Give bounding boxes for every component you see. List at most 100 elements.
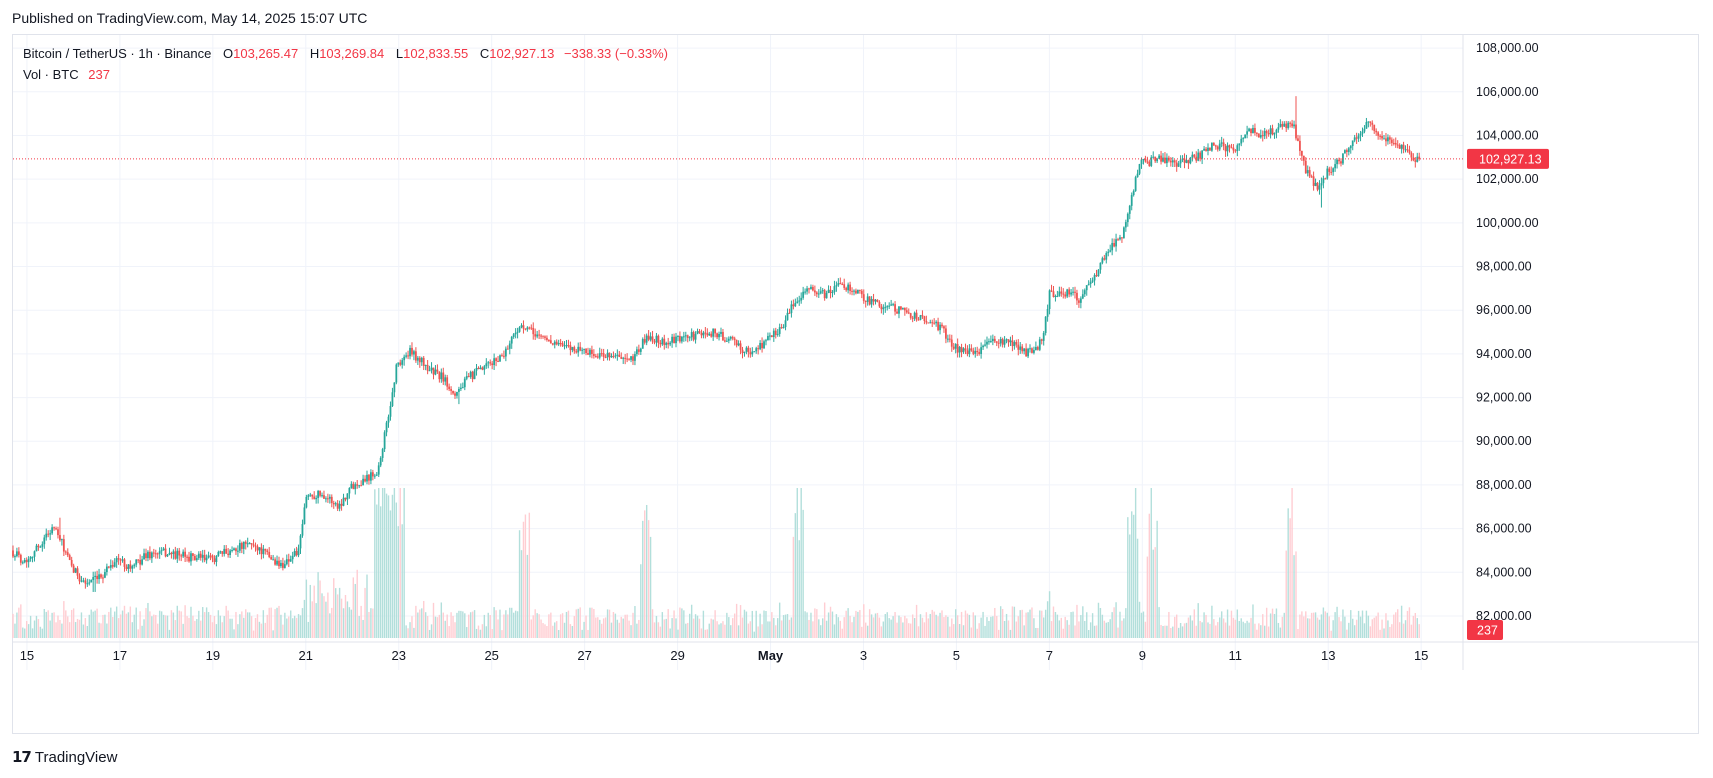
volume-bar [145,608,147,638]
volume-bar [270,607,272,638]
candle-body [839,283,842,285]
candle-body [808,288,810,290]
candle-body [160,550,163,552]
y-tick-label: 106,000.00 [1476,85,1539,99]
volume-bar [589,607,591,638]
volume-bar [460,610,462,638]
volume-bar [835,614,838,638]
volume-bar [383,488,386,638]
candle-body [1273,132,1276,135]
candle-body [745,347,748,352]
candle-body [195,558,198,561]
candle-body [82,580,85,582]
candle-body [458,389,460,392]
volume-bar [45,611,47,638]
volume-bar [778,602,781,638]
volume-bar [1285,550,1287,638]
volume-bar [1043,617,1045,638]
candle-body [16,551,18,557]
candle-body [270,557,273,560]
volume-bar [248,612,251,638]
volume-bar [597,617,599,638]
candle-body [17,551,20,555]
volume-bar [538,614,540,638]
candle-body [278,560,280,567]
candle-body [866,296,869,302]
candle-body [923,316,926,321]
volume-bar [211,622,214,638]
candle-body [377,465,380,475]
candle-body [1390,139,1393,143]
candle-body [686,335,689,338]
y-axis[interactable]: 82,000.00 84,000.00 86,000.00 88,000.00 90,0… [1467,41,1549,640]
volume-bar [876,612,879,638]
volume-bar [990,616,992,638]
candle-body [962,348,965,353]
volume-bar [360,605,362,638]
volume-bar [1397,609,1399,638]
candle-body [444,377,447,382]
candle-body [1089,281,1092,284]
volume-bar [1003,620,1006,638]
volume-bar [994,607,996,638]
x-tick-label: 17 [113,648,127,663]
volume-bar [1377,612,1379,638]
candle-body [1070,292,1072,295]
chart-frame[interactable] [12,34,1699,734]
volume-bar [252,630,255,638]
volume-bar [1011,606,1014,638]
volume-bar [1211,605,1213,638]
volume-bar [716,621,718,638]
candle-body [1343,150,1346,154]
x-axis[interactable]: 15 17 19 21 23 25 27 29 May 3 5 7 9 11 13 15 [20,648,1429,663]
volume-bar [90,609,92,638]
volume-bar [405,625,407,638]
candle-body [592,353,595,356]
candle-body [411,347,413,355]
volume-bar [526,554,529,638]
symbol-label[interactable]: Bitcoin / TetherUS · 1h · Binance [23,46,212,61]
volume-bar [409,622,411,638]
candle-body [882,307,885,310]
volume-bar [440,602,443,638]
volume-bar [1123,618,1125,638]
volume-bar [1357,610,1360,638]
volume-bar [806,612,808,638]
ohlc-legend: Bitcoin / TetherUS · 1h · Binance O103,2… [23,46,668,61]
candle-body [796,301,799,303]
candle-body [1285,123,1288,129]
volume-bar [550,612,552,638]
y-tick-label: 86,000.00 [1476,522,1532,536]
volume-bar [241,611,243,638]
volume-bar [149,611,151,638]
candle-body [1195,156,1198,161]
volume-bar [996,616,998,638]
candle-body [657,335,660,343]
candle-body [105,566,108,573]
volume-bar [685,623,687,638]
volume-bar [872,617,875,638]
candle-body [1299,140,1301,151]
candle-body [600,353,603,355]
candle-body [332,502,335,505]
footer-brand[interactable]: 17 TradingView [12,748,117,766]
volume-bar [387,495,390,638]
candle-body [373,475,376,477]
candle-body [1158,155,1160,159]
volume-bar [104,614,106,638]
volume-bar [896,622,898,638]
volume-bar [1060,617,1063,638]
candle-body [254,545,257,547]
volume-bar [1381,619,1383,638]
volume-bar [1408,607,1411,638]
volume-bar [626,614,628,638]
volume-bar [622,618,624,638]
volume-bar [773,617,775,638]
volume-bar [751,610,753,638]
volume-bar [825,620,828,638]
volume-bar [1209,623,1211,638]
volume-label[interactable]: Vol · BTC [23,67,79,82]
candle-body [111,565,114,567]
volume-bar [933,611,935,638]
